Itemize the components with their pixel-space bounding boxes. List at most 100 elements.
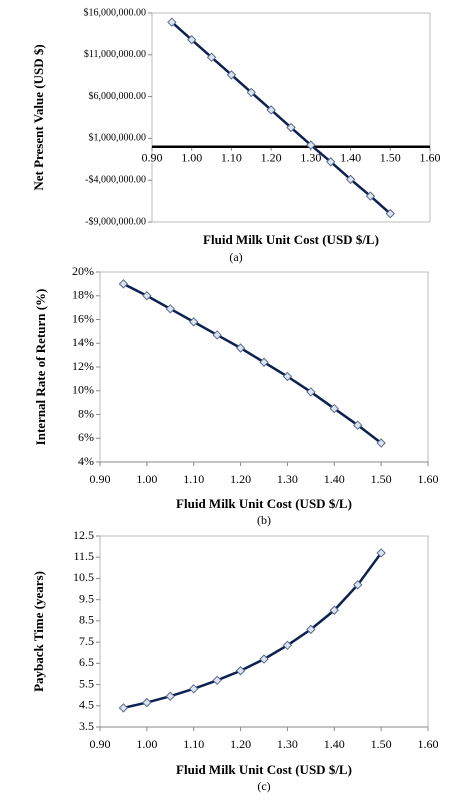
x-tick-label: 1.10 [183, 737, 204, 751]
data-point [187, 35, 197, 45]
x-tick-label: 1.50 [380, 151, 401, 165]
data-point [282, 371, 293, 382]
data-point [206, 52, 217, 63]
data-point [376, 438, 386, 448]
data-line [123, 552, 383, 710]
data-point [306, 387, 316, 397]
y-tick-label: 14% [72, 335, 94, 349]
data-point [142, 697, 152, 708]
data-point [282, 640, 293, 651]
x-tick-label: 1.00 [181, 151, 202, 165]
data-point [286, 122, 296, 133]
y-tick-label: -$4,000,000.00 [85, 174, 146, 185]
x-tick-label: 1.40 [324, 472, 345, 486]
plot-frame [99, 535, 429, 728]
y-tick-label: 10% [72, 383, 94, 397]
y-axis-title: Internal Rate of Return (%) [33, 289, 48, 446]
data-point [118, 703, 129, 713]
data-point [118, 279, 129, 289]
caption: (a) [229, 250, 242, 264]
data-point [326, 157, 336, 167]
y-axis-title: Payback Time (years) [31, 571, 46, 692]
y-tick-label: 11.5 [73, 549, 94, 563]
y-tick-label: 9.5 [79, 591, 94, 605]
y-tick-label: 6% [78, 430, 94, 444]
data-point [385, 208, 395, 219]
y-tick-label: 16% [72, 311, 94, 325]
data-point [165, 691, 175, 701]
x-tick-label: 1.60 [418, 472, 439, 486]
y-tick-label: 10.5 [73, 570, 94, 584]
plot-frame [99, 271, 429, 463]
data-line [122, 282, 382, 444]
y-tick-label: 6.5 [79, 655, 94, 669]
data-point [259, 654, 269, 664]
y-tick-label: 12% [72, 359, 94, 373]
data-point [329, 605, 339, 615]
data-point [212, 330, 222, 340]
x-tick-label: 1.50 [371, 737, 392, 751]
x-axis-title: Fluid Milk Unit Cost (USD $/L) [176, 496, 352, 511]
x-tick-label: 0.90 [142, 151, 163, 165]
y-tick-label: $11,000,000.00 [84, 49, 146, 60]
data-point [266, 105, 276, 115]
data-point [167, 17, 177, 27]
x-tick-label: 1.00 [136, 472, 157, 486]
y-tick-label: 4% [78, 454, 94, 468]
data-point [212, 675, 222, 686]
x-tick-label: 1.60 [418, 737, 439, 751]
y-tick-label: 8% [78, 406, 94, 420]
data-point [189, 684, 199, 694]
y-tick-label: 20% [72, 264, 94, 278]
caption: (b) [257, 513, 271, 527]
y-axis-title: Net Present Value (USD $) [31, 44, 46, 190]
data-point [376, 548, 386, 558]
x-tick-label: 1.60 [420, 151, 441, 165]
y-tick-label: $1,000,000.00 [89, 133, 147, 144]
x-tick-label: 0.90 [90, 472, 111, 486]
x-tick-label: 1.20 [230, 472, 251, 486]
y-tick-label: 3.5 [79, 719, 94, 733]
data-point [189, 317, 199, 327]
data-point [165, 304, 175, 314]
x-axis-title: Fluid Milk Unit Cost (USD $/L) [176, 762, 352, 777]
x-tick-label: 1.30 [277, 737, 298, 751]
data-point [246, 87, 256, 98]
data-point [306, 140, 316, 150]
x-tick-label: 1.20 [230, 737, 251, 751]
y-tick-label: $6,000,000.00 [89, 91, 147, 102]
y-tick-label: -$9,000,000.00 [85, 216, 146, 227]
data-point [306, 624, 316, 635]
x-tick-label: 1.40 [340, 151, 361, 165]
x-tick-label: 1.30 [300, 151, 321, 165]
y-tick-label: 4.5 [79, 698, 94, 712]
data-point [329, 403, 339, 414]
data-point [353, 420, 363, 430]
x-tick-label: 1.20 [261, 151, 282, 165]
plot-frame [151, 12, 431, 223]
x-tick-label: 0.90 [90, 737, 111, 751]
data-point [259, 357, 269, 367]
data-point [353, 580, 363, 590]
y-tick-label: 12.5 [73, 528, 94, 542]
y-tick-label: 8.5 [79, 613, 94, 627]
y-tick-label: 18% [72, 288, 94, 302]
data-point [226, 70, 237, 80]
data-point [235, 343, 246, 353]
data-point [365, 191, 376, 201]
x-tick-label: 1.10 [183, 472, 204, 486]
y-tick-label: 7.5 [79, 634, 94, 648]
x-tick-label: 1.10 [221, 151, 242, 165]
x-tick-label: 1.40 [324, 737, 345, 751]
x-tick-label: 1.30 [277, 472, 298, 486]
x-axis-title: Fluid Milk Unit Cost (USD $/L) [203, 232, 379, 247]
x-tick-label: 1.00 [136, 737, 157, 751]
y-tick-label: $16,000,000.00 [84, 7, 147, 18]
data-point [345, 174, 356, 185]
data-point [142, 291, 152, 301]
y-tick-label: 5.5 [79, 676, 94, 690]
data-line [171, 21, 392, 215]
caption: (c) [257, 779, 270, 793]
data-point [235, 666, 246, 676]
